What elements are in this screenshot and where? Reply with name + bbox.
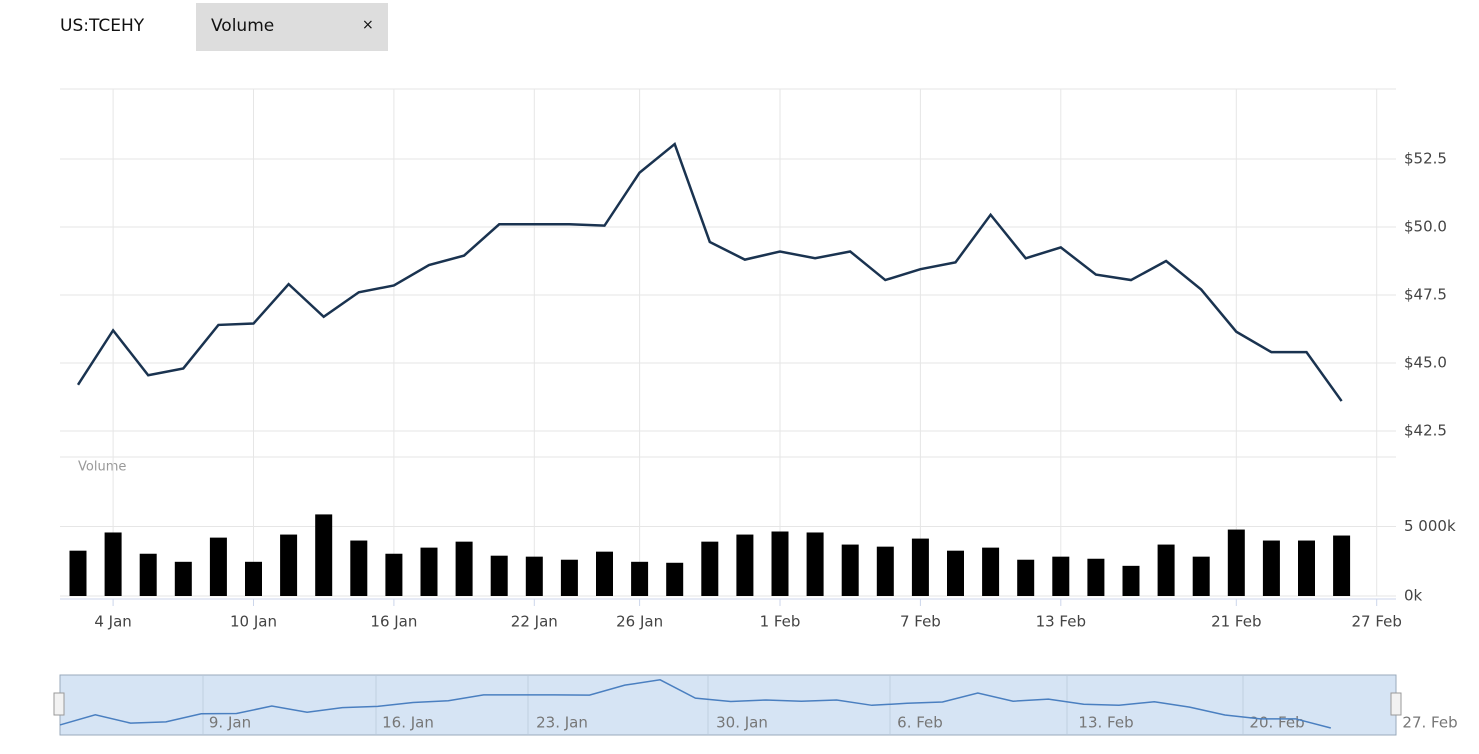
- navigator-label: 30. Jan: [716, 714, 768, 732]
- volume-bar: [1227, 529, 1245, 596]
- volume-bar: [525, 556, 543, 596]
- volume-bar: [876, 546, 894, 596]
- navigator-window[interactable]: [59, 674, 1397, 736]
- x-tick-label: 27 Feb: [1351, 613, 1401, 631]
- volume-bar: [385, 553, 403, 596]
- volume-bar: [560, 559, 578, 596]
- x-tick-label: 16 Jan: [370, 613, 417, 631]
- x-tick-label: 1 Feb: [760, 613, 801, 631]
- volume-bar: [1087, 558, 1105, 596]
- y-tick-label: $47.5: [1404, 286, 1447, 304]
- pane-title: Volume: [78, 460, 126, 475]
- volume-bar: [1122, 565, 1140, 596]
- navigator-handle[interactable]: [53, 692, 65, 716]
- volume-bar: [982, 547, 1000, 596]
- y-tick-label: $45.0: [1404, 354, 1447, 372]
- volume-bar: [69, 550, 87, 596]
- volume-bar: [139, 553, 157, 596]
- price-line: [76, 141, 1343, 402]
- volume-bar: [947, 550, 964, 596]
- navigator-line: [59, 679, 1331, 729]
- volume-bar: [841, 544, 859, 596]
- volume-bar: [736, 534, 754, 596]
- symbol: US:TCEHY: [60, 16, 145, 36]
- volume-bar: [701, 541, 719, 596]
- x-tick-label: 7 Feb: [900, 613, 941, 631]
- navigator-label: 23. Jan: [536, 714, 588, 732]
- x-tick-label: 22 Jan: [511, 613, 558, 631]
- navigator-label: 20. Feb: [1249, 714, 1304, 732]
- volume-bar: [911, 538, 929, 596]
- y-tick-label: 5 000k: [1404, 517, 1456, 535]
- x-tick-label: 10 Jan: [230, 613, 277, 631]
- volume-bar: [1052, 556, 1070, 596]
- volume-bar: [420, 547, 438, 596]
- volume-bar: [245, 561, 262, 596]
- volume-bar: [1157, 544, 1175, 596]
- indicator-chip[interactable]: Volume ×: [196, 3, 388, 51]
- volume-bar: [806, 532, 824, 596]
- volume-bar: [280, 534, 298, 596]
- volume-bar: [596, 551, 613, 596]
- navigator-label: 9. Jan: [209, 714, 251, 732]
- volume-bar: [490, 555, 508, 596]
- y-tick-label: $50.0: [1404, 218, 1447, 236]
- volume-bar: [1298, 540, 1315, 596]
- close-button[interactable]: ×: [362, 17, 374, 33]
- volume-bar: [174, 561, 192, 596]
- navigator-label: 13. Feb: [1078, 714, 1133, 732]
- x-tick-label: 26 Jan: [616, 613, 663, 631]
- y-tick-label: 0k: [1404, 587, 1423, 605]
- y-tick-label: $42.5: [1404, 422, 1447, 440]
- volume-bar: [455, 541, 473, 596]
- volume-bar: [771, 531, 789, 596]
- volume-bar: [666, 562, 684, 596]
- volume-bar: [209, 537, 227, 596]
- x-tick-label: 4 Jan: [94, 613, 131, 631]
- volume-bar: [315, 514, 333, 596]
- volume-bar: [1262, 540, 1280, 596]
- indicator-label: Volume: [211, 16, 275, 36]
- navigator-label: 27. Feb: [1402, 714, 1457, 732]
- volume-bar: [350, 540, 368, 596]
- y-tick-label: $52.5: [1404, 150, 1447, 168]
- volume-bar: [1017, 559, 1035, 596]
- x-tick-label: 21 Feb: [1211, 613, 1261, 631]
- volume-bar: [631, 561, 649, 596]
- volume-bar: [104, 532, 122, 596]
- navigator-handle[interactable]: [1390, 692, 1402, 716]
- x-tick-label: 13 Feb: [1036, 613, 1086, 631]
- volume-bar: [1333, 535, 1351, 596]
- volume-bar: [1192, 556, 1210, 596]
- navigator-label: 6. Feb: [897, 714, 943, 732]
- navigator-label: 16. Jan: [382, 714, 434, 732]
